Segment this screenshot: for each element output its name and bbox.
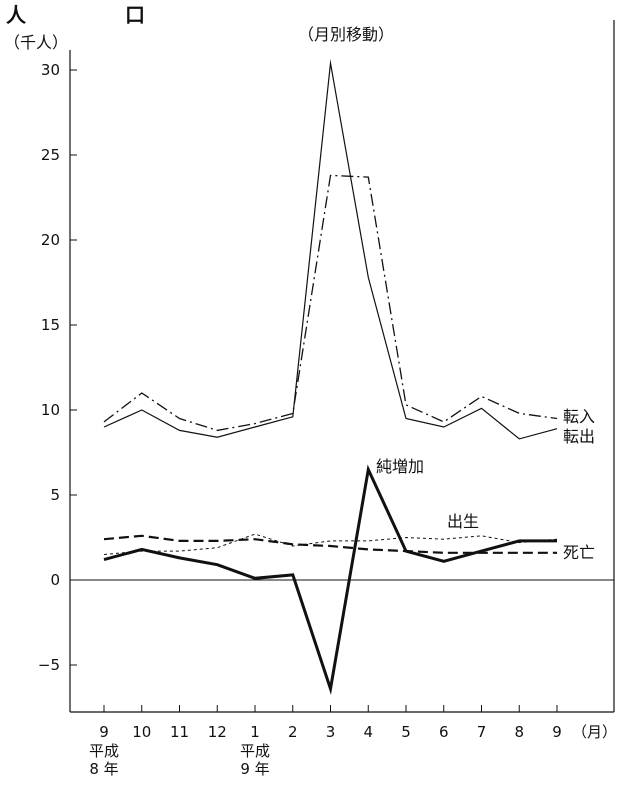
x-tick-label: 5 [401,723,411,741]
series-line-3 [103,533,558,555]
y-tick-label: −5 [38,656,60,674]
series-label-tennyu: 転入 [563,407,595,426]
x-tick-label: 10 [132,723,151,741]
x-tick-label: 4 [363,723,373,741]
heading-left: 人 [6,3,27,27]
y-tick-label: 0 [50,571,60,589]
x-tick-label: 8 [514,723,524,741]
era-label: 平成 [89,742,119,760]
series-labels: 転入 転出 純増加 出生 死亡 [376,407,595,562]
x-tick-label: 1 [250,723,260,741]
series-line-0 [103,174,558,432]
chart-title: （月別移動） [298,25,394,44]
series-label-deaths: 死亡 [563,543,595,562]
era-label: 平成 [240,742,270,760]
x-tick-label: 3 [326,723,336,741]
x-tick-label: 9 [552,723,562,741]
x-tick-label: 2 [288,723,298,741]
heading-right: 口 [125,3,145,27]
series-layer [103,58,558,695]
era-year-label: 8 年 [89,760,118,778]
x-tick-label: 11 [170,723,189,741]
x-tick-label: 9 [99,723,109,741]
series-label-births: 出生 [447,512,479,531]
x-tick-label: 7 [477,723,487,741]
series-line-1 [103,58,558,440]
y-tick-label: 5 [50,486,60,504]
y-tick-label: 15 [41,316,60,334]
y-axis-ticks: −5 0 5 10 15 20 25 30 [38,61,77,674]
era-year-label: 9 年 [240,760,269,778]
y-tick-label: 10 [41,401,60,419]
y-axis-unit: （千人） [4,33,68,52]
series-label-net-increase: 純増加 [376,457,424,476]
y-tick-label: 20 [41,231,60,249]
y-tick-label: 30 [41,61,60,79]
series-line-2 [103,464,557,695]
x-axis-unit: （月） [572,723,617,741]
x-tick-label: 12 [208,723,227,741]
series-line-4 [103,534,557,554]
series-label-tenshutsu: 転出 [563,427,595,446]
plot-frame [69,20,615,713]
y-tick-label: 25 [41,146,60,164]
x-tick-label: 6 [439,723,449,741]
